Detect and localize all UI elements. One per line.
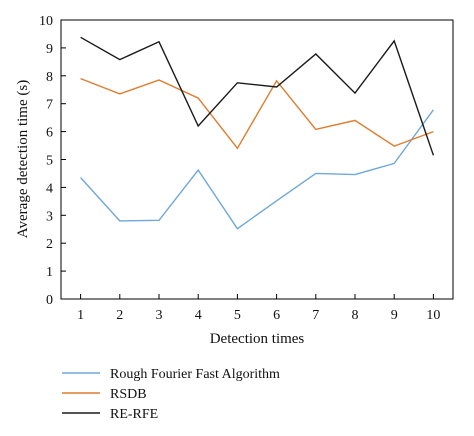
x-axis-title: Detection times (210, 331, 305, 347)
y-tick-label: 3 (46, 209, 53, 224)
x-tick-label: 9 (391, 308, 398, 323)
legend-label-re-rfe: RE-RFE (110, 407, 158, 422)
y-tick-label: 5 (46, 154, 53, 169)
x-tick-label: 5 (234, 308, 241, 323)
series-line-re-rfe (80, 36, 435, 156)
x-tick-label: 1 (77, 308, 84, 323)
y-tick-label: 2 (46, 237, 53, 252)
x-tick-label: 4 (195, 308, 202, 323)
series-line-rsdb (80, 77, 434, 150)
x-tick-label: 7 (312, 308, 319, 323)
y-axis-title: Average detection time (s) (15, 80, 31, 238)
x-tick-label: 3 (156, 308, 163, 323)
y-tick-label: 6 (46, 126, 53, 141)
y-tick-label: 8 (46, 70, 53, 85)
y-tick-label: 9 (46, 42, 53, 57)
x-tick-label: 8 (352, 308, 359, 323)
y-tick-label: 10 (39, 14, 53, 29)
y-tick-label: 4 (46, 181, 53, 196)
plot-frame (60, 19, 454, 300)
y-tick-label: 0 (46, 293, 53, 308)
series-layer (80, 36, 435, 230)
legend: Rough Fourier Fast Algorithm RSDB RE-RFE (62, 367, 280, 422)
legend-label-rough-fourier-fast-algorithm: Rough Fourier Fast Algorithm (110, 367, 280, 382)
y-tick-label: 7 (46, 98, 53, 113)
axis-ticks: 0 1 2 3 4 5 6 7 8 9 10 1 2 3 4 5 6 7 8 9 10 (39, 14, 440, 323)
legend-label-rsdb: RSDB (110, 387, 147, 402)
series-line-rough-fourier-fast-algorithm (80, 109, 434, 230)
y-tick-label: 1 (46, 265, 53, 280)
x-tick-label: 6 (273, 308, 280, 323)
x-tick-label: 10 (426, 308, 440, 323)
x-tick-label: 2 (116, 308, 123, 323)
